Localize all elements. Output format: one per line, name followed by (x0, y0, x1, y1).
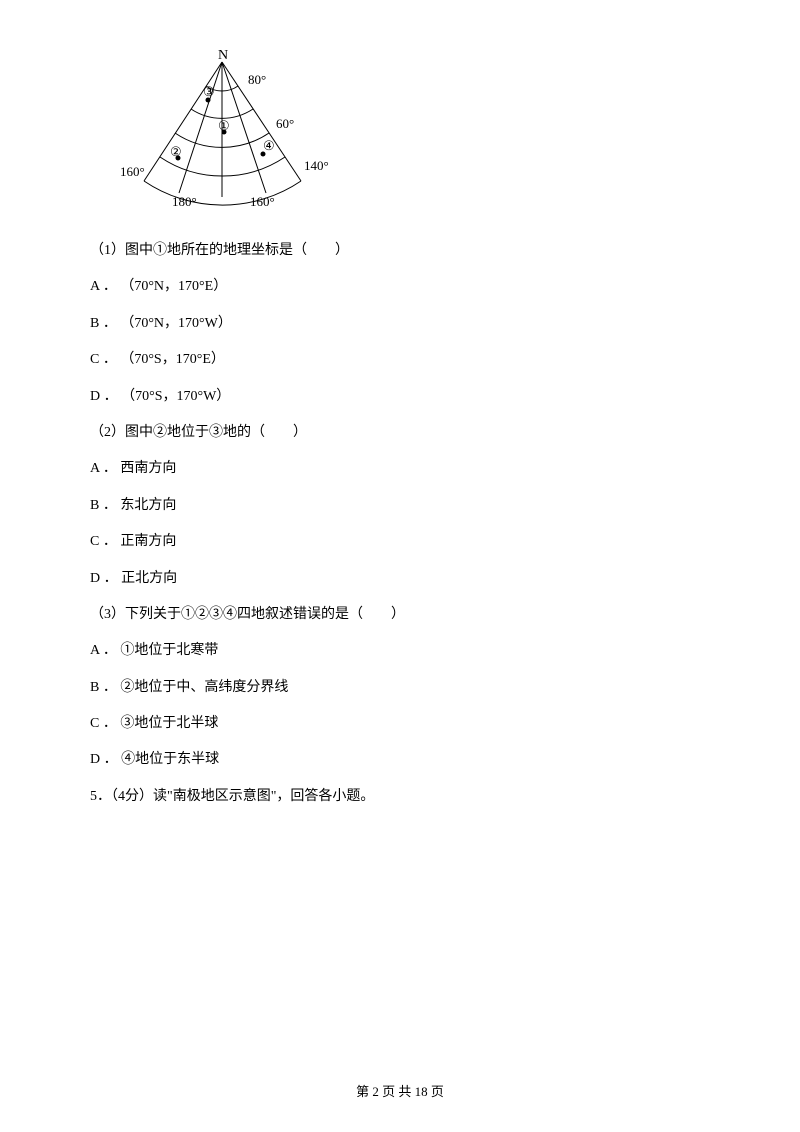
latitude-longitude-diagram: N 80° 60° 140° 160° 180° 160° ③ ① ② ④ (90, 50, 710, 210)
q1-option-d: D ． （70°S，170°W） (90, 386, 710, 408)
q3-option-d: D ． ④地位于东半球 (90, 749, 710, 771)
svg-text:②: ② (170, 144, 182, 159)
svg-text:①: ① (218, 118, 230, 133)
svg-text:80°: 80° (248, 72, 266, 87)
q3-option-a: A ． ①地位于北寒带 (90, 640, 710, 662)
question-5: 5．（4分）读"南极地区示意图"，回答各小题。 (90, 786, 710, 808)
q1-option-b: B ． （70°N，170°W） (90, 313, 710, 335)
svg-text:60°: 60° (276, 116, 294, 131)
svg-text:③: ③ (203, 84, 215, 99)
q3-option-c: C ． ③地位于北半球 (90, 713, 710, 735)
q1-option-c: C ． （70°S，170°E） (90, 349, 710, 371)
svg-text:140°: 140° (304, 158, 329, 173)
svg-text:N: N (218, 50, 228, 63)
question-3-stem: （3）下列关于①②③④四地叙述错误的是（ ） (90, 604, 710, 626)
q2-option-d: D ． 正北方向 (90, 568, 710, 590)
svg-text:160°: 160° (120, 164, 145, 179)
q2-option-a: A ． 西南方向 (90, 458, 710, 480)
q2-option-b: B ． 东北方向 (90, 495, 710, 517)
svg-text:④: ④ (263, 138, 275, 153)
svg-text:180°: 180° (172, 194, 197, 209)
q3-option-b: B ． ②地位于中、高纬度分界线 (90, 677, 710, 699)
svg-text:160°: 160° (250, 194, 275, 209)
q1-option-a: A ． （70°N，170°E） (90, 276, 710, 298)
q2-option-c: C ． 正南方向 (90, 531, 710, 553)
question-2-stem: （2）图中②地位于③地的（ ） (90, 422, 710, 444)
question-1-stem: （1）图中①地所在的地理坐标是（ ） (90, 240, 710, 262)
page-footer: 第 2 页 共 18 页 (0, 1081, 800, 1100)
diagram-svg: N 80° 60° 140° 160° 180° 160° ③ ① ② ④ (90, 50, 340, 210)
